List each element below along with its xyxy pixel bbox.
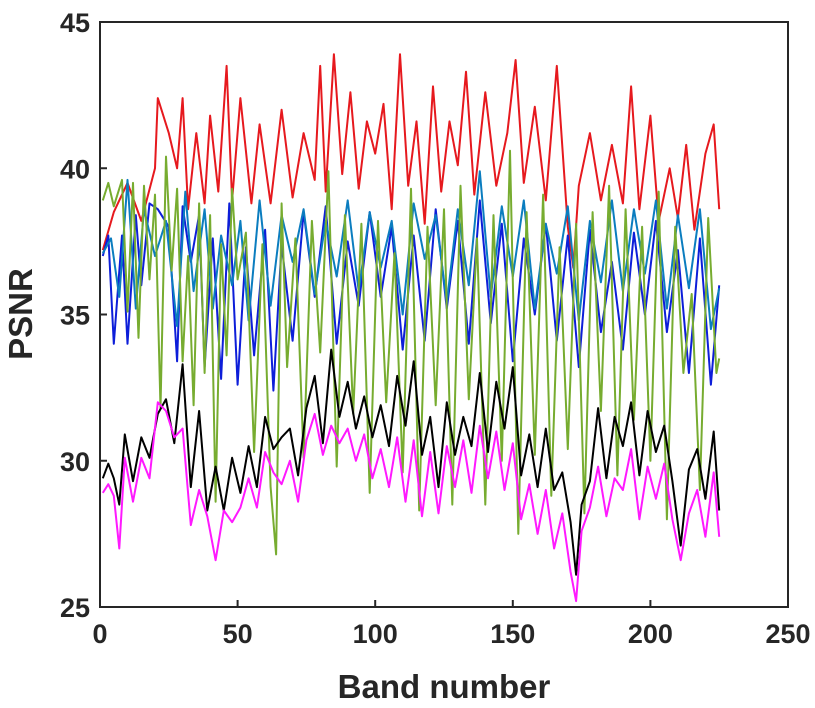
series-line-6 <box>101 401 721 603</box>
series-line-1 <box>101 53 721 269</box>
x-axis-label: Band number <box>338 668 551 705</box>
series-line-5 <box>101 348 721 576</box>
y-tick-label: 45 <box>60 8 90 38</box>
y-tick-label: 40 <box>60 154 90 184</box>
x-tick-label: 0 <box>92 619 107 649</box>
y-tick-label: 30 <box>60 447 90 477</box>
x-tick-label: 50 <box>223 619 253 649</box>
series-line-4 <box>101 149 721 556</box>
x-tick-label: 250 <box>765 619 810 649</box>
y-tick-label: 35 <box>60 301 90 331</box>
x-tick-label: 200 <box>628 619 673 649</box>
series-line-3 <box>101 170 721 331</box>
tick-layer: 0 50 100 150 200 250 25 30 35 40 45 <box>60 8 811 649</box>
y-axis-label: PSNR <box>2 268 39 360</box>
y-tick-label: 25 <box>60 593 90 623</box>
x-tick-label: 100 <box>353 619 398 649</box>
series-layer <box>101 53 721 603</box>
x-tick-label: 150 <box>490 619 535 649</box>
